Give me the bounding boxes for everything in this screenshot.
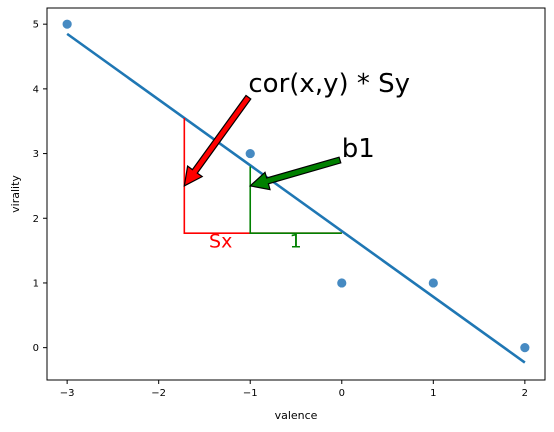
data-point xyxy=(62,19,72,29)
x-tick-label: −2 xyxy=(151,388,166,399)
y-tick-label: 3 xyxy=(33,149,39,160)
x-tick-label: 1 xyxy=(430,388,436,399)
y-tick-label: 5 xyxy=(33,20,39,31)
cor-annotation-label: cor(x,y) * Sy xyxy=(248,69,410,99)
green-slope-triangle xyxy=(249,166,342,234)
regression-line xyxy=(66,32,526,364)
x-tick-label: −3 xyxy=(60,388,75,399)
x-tick-label: 2 xyxy=(522,388,528,399)
green-arrow xyxy=(248,156,342,191)
x-tick-label: 0 xyxy=(339,388,345,399)
annotation-layer xyxy=(183,94,342,234)
data-point xyxy=(337,278,347,288)
sx-annotation-label: Sx xyxy=(209,230,232,252)
y-tick-label: 1 xyxy=(33,278,39,289)
data-point xyxy=(245,148,255,159)
y-tick-label: 2 xyxy=(33,214,39,225)
data-point xyxy=(428,278,438,288)
axes-frame xyxy=(46,7,546,381)
axes: −3 −2 −1 0 1 2 0 1 2 3 4 5 xyxy=(33,7,546,399)
y-tick-label: 4 xyxy=(33,84,39,95)
y-tick-label: 0 xyxy=(33,343,39,354)
plot-area xyxy=(62,19,530,364)
data-point xyxy=(520,343,530,353)
y-axis-title: virality xyxy=(9,175,22,213)
x-tick-label: −1 xyxy=(243,388,258,399)
b1-annotation-label: b1 xyxy=(342,134,375,164)
one-annotation-label: 1 xyxy=(290,230,302,252)
red-arrow xyxy=(183,94,252,187)
x-axis-title: valence xyxy=(275,409,318,422)
